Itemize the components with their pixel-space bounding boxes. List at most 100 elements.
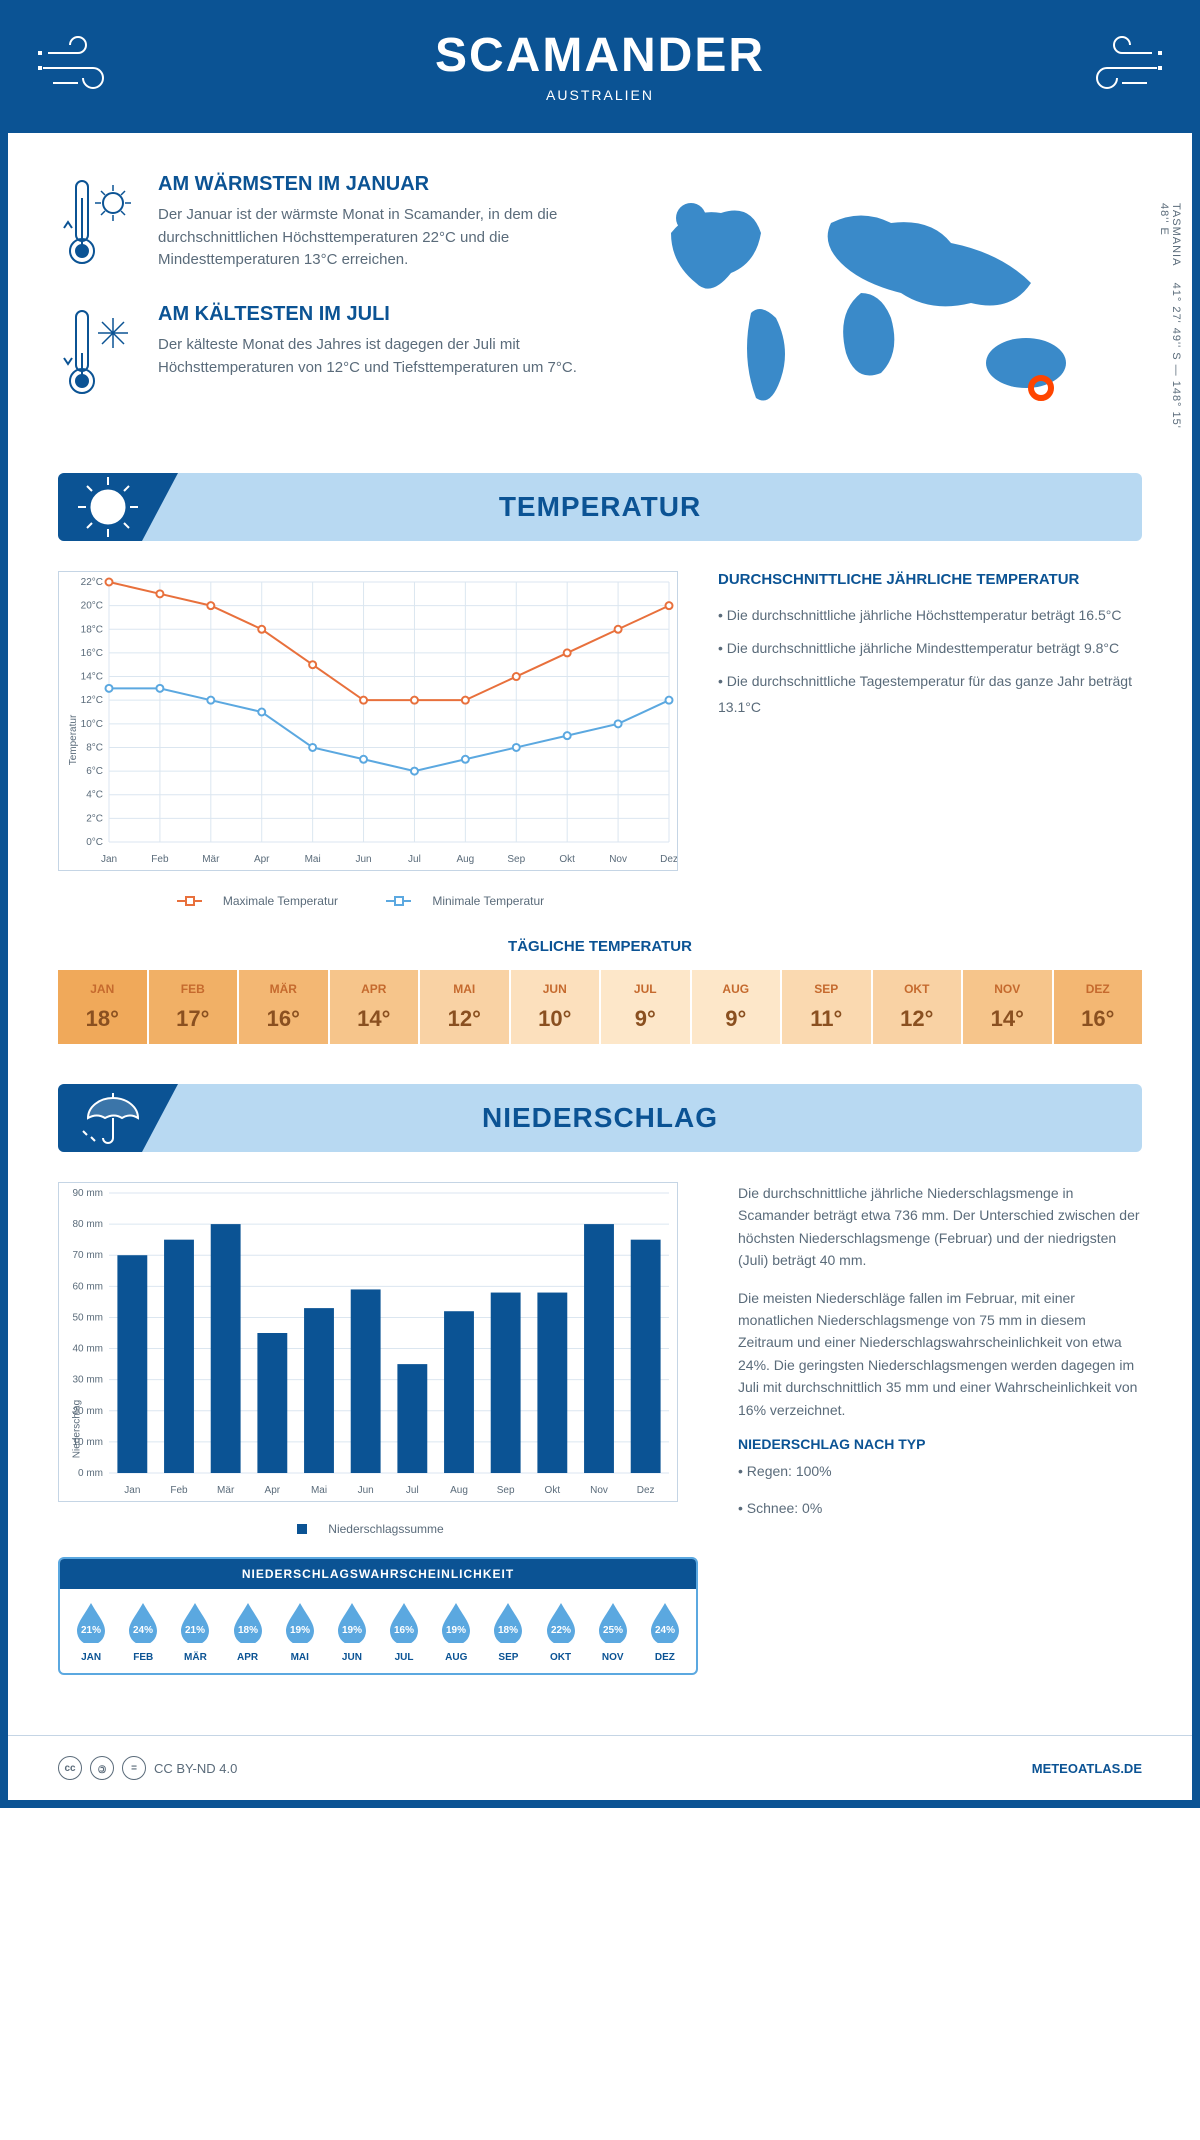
temp-b1: • Die durchschnittliche jährliche Höchst…	[718, 603, 1142, 628]
svg-text:Apr: Apr	[254, 854, 270, 865]
temp-row: Temperatur 0°C2°C4°C6°C8°C10°C12°C14°C16…	[58, 571, 1142, 908]
prob-cell: 24%DEZ	[639, 1599, 691, 1663]
prob-cell: 16%JUL	[378, 1599, 430, 1663]
daily-cell: DEZ16°	[1054, 970, 1143, 1044]
svg-text:Apr: Apr	[265, 1485, 281, 1496]
svg-text:Nov: Nov	[609, 854, 627, 865]
svg-text:Jul: Jul	[408, 854, 421, 865]
daily-temp-grid: JAN18°FEB17°MÄR16°APR14°MAI12°JUN10°JUL9…	[58, 970, 1142, 1044]
svg-text:Dez: Dez	[637, 1485, 655, 1496]
city-title: SCAMANDER	[8, 28, 1192, 83]
location-marker	[1031, 378, 1051, 398]
svg-text:Nov: Nov	[590, 1485, 608, 1496]
svg-text:19%: 19%	[342, 1625, 362, 1636]
svg-text:Okt: Okt	[545, 1485, 561, 1496]
svg-text:14°C: 14°C	[81, 672, 103, 683]
svg-text:10 mm: 10 mm	[72, 1437, 103, 1448]
by-icon: 🄯	[90, 1756, 114, 1780]
svg-text:Jun: Jun	[358, 1485, 374, 1496]
svg-text:80 mm: 80 mm	[72, 1219, 103, 1230]
svg-text:Mär: Mär	[217, 1485, 235, 1496]
svg-text:2°C: 2°C	[86, 813, 103, 824]
header: SCAMANDER AUSTRALIEN	[8, 8, 1192, 133]
svg-text:16%: 16%	[394, 1625, 414, 1636]
content: AM WÄRMSTEN IM JANUAR Der Januar ist der…	[8, 133, 1192, 1735]
svg-text:18°C: 18°C	[81, 624, 103, 635]
intro-row: AM WÄRMSTEN IM JANUAR Der Januar ist der…	[58, 173, 1142, 433]
precip-section-title: NIEDERSCHLAG	[58, 1102, 1142, 1134]
svg-text:Okt: Okt	[559, 854, 575, 865]
svg-text:70 mm: 70 mm	[72, 1250, 103, 1261]
daily-cell: NOV14°	[963, 970, 1052, 1044]
svg-text:24%: 24%	[655, 1625, 675, 1636]
fact-warm-title: AM WÄRMSTEN IM JANUAR	[158, 173, 580, 196]
fact-warm: AM WÄRMSTEN IM JANUAR Der Januar ist der…	[58, 173, 580, 273]
svg-text:30 mm: 30 mm	[72, 1375, 103, 1386]
precip-snow: • Schnee: 0%	[738, 1497, 1142, 1519]
svg-text:Jan: Jan	[101, 854, 117, 865]
svg-text:Feb: Feb	[151, 854, 169, 865]
sun-icon	[73, 473, 143, 541]
svg-text:4°C: 4°C	[86, 790, 103, 801]
temp-line-chart: 0°C2°C4°C6°C8°C10°C12°C14°C16°C18°C20°C2…	[58, 571, 678, 871]
coords-text: TASMANIA 41° 27' 49'' S — 148° 15' 48'' …	[1158, 203, 1182, 433]
prob-cell: 19%AUG	[430, 1599, 482, 1663]
svg-text:6°C: 6°C	[86, 766, 103, 777]
intro-facts: AM WÄRMSTEN IM JANUAR Der Januar ist der…	[58, 173, 580, 433]
svg-text:22°C: 22°C	[81, 577, 103, 588]
temp-text-box: DURCHSCHNITTLICHE JÄHRLICHE TEMPERATUR •…	[718, 571, 1142, 908]
svg-text:Dez: Dez	[660, 854, 678, 865]
svg-text:18%: 18%	[238, 1625, 258, 1636]
footer-license: cc 🄯 = CC BY-ND 4.0	[58, 1756, 237, 1780]
prob-cell: 18%SEP	[482, 1599, 534, 1663]
svg-text:21%: 21%	[185, 1625, 205, 1636]
svg-text:21%: 21%	[81, 1625, 101, 1636]
daily-cell: OKT12°	[873, 970, 962, 1044]
precip-row: Niederschlag 0 mm10 mm20 mm30 mm40 mm50 …	[58, 1182, 1142, 1675]
svg-text:50 mm: 50 mm	[72, 1312, 103, 1323]
world-map	[620, 173, 1142, 433]
temp-chart-box: Temperatur 0°C2°C4°C6°C8°C10°C12°C14°C16…	[58, 571, 678, 908]
svg-text:Aug: Aug	[450, 1485, 468, 1496]
precip-banner: NIEDERSCHLAG	[58, 1084, 1142, 1152]
daily-cell: MÄR16°	[239, 970, 328, 1044]
prob-cell: 21%JAN	[65, 1599, 117, 1663]
daily-temp-title: TÄGLICHE TEMPERATUR	[58, 938, 1142, 955]
prob-cell: 21%MÄR	[169, 1599, 221, 1663]
svg-text:8°C: 8°C	[86, 742, 103, 753]
thermometer-hot-icon	[58, 173, 138, 273]
prob-cell: 22%OKT	[535, 1599, 587, 1663]
svg-text:18%: 18%	[498, 1625, 518, 1636]
svg-text:Jan: Jan	[124, 1485, 140, 1496]
svg-text:40 mm: 40 mm	[72, 1344, 103, 1355]
fact-warm-text: Der Januar ist der wärmste Monat in Scam…	[158, 204, 580, 272]
svg-text:16°C: 16°C	[81, 648, 103, 659]
temp-text-title: DURCHSCHNITTLICHE JÄHRLICHE TEMPERATUR	[718, 571, 1142, 588]
prob-cell: 19%JUN	[326, 1599, 378, 1663]
svg-text:22%: 22%	[551, 1625, 571, 1636]
svg-text:0°C: 0°C	[86, 837, 103, 848]
prob-cell: 24%FEB	[117, 1599, 169, 1663]
svg-text:Feb: Feb	[170, 1485, 188, 1496]
temp-b3: • Die durchschnittliche Tagestemperatur …	[718, 669, 1142, 719]
svg-text:0 mm: 0 mm	[78, 1468, 103, 1479]
temp-banner: TEMPERATUR	[58, 473, 1142, 541]
precip-p2: Die meisten Niederschläge fallen im Febr…	[738, 1287, 1142, 1421]
svg-text:Sep: Sep	[497, 1485, 515, 1496]
license-text: CC BY-ND 4.0	[154, 1761, 237, 1776]
site-name: METEOATLAS.DE	[1032, 1761, 1142, 1776]
svg-text:Jun: Jun	[355, 854, 371, 865]
precip-chart-box: Niederschlag 0 mm10 mm20 mm30 mm40 mm50 …	[58, 1182, 698, 1675]
daily-cell: JAN18°	[58, 970, 147, 1044]
fact-cold-title: AM KÄLTESTEN IM JULI	[158, 303, 580, 326]
daily-cell: MAI12°	[420, 970, 509, 1044]
world-map-box: TASMANIA 41° 27' 49'' S — 148° 15' 48'' …	[620, 173, 1142, 433]
svg-text:25%: 25%	[603, 1625, 623, 1636]
svg-text:Mai: Mai	[305, 854, 321, 865]
daily-cell: JUN10°	[511, 970, 600, 1044]
precip-p1: Die durchschnittliche jährliche Niedersc…	[738, 1182, 1142, 1272]
svg-text:20 mm: 20 mm	[72, 1406, 103, 1417]
svg-text:12°C: 12°C	[81, 695, 103, 706]
prob-cell: 18%APR	[222, 1599, 274, 1663]
thermometer-cold-icon	[58, 303, 138, 403]
